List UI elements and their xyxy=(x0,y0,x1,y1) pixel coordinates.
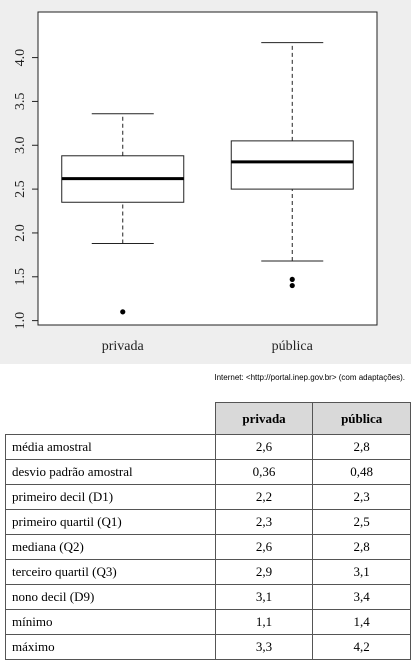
y-tick-label: 2.0 xyxy=(13,224,28,242)
table-cell: média amostral xyxy=(5,434,216,460)
table-cell: 2,3 xyxy=(214,509,314,535)
table-cell: 3,1 xyxy=(214,584,314,610)
table-cell: 2,6 xyxy=(214,534,314,560)
table-cell xyxy=(5,402,216,435)
table-cell: 2,8 xyxy=(312,434,411,460)
table-cell: 3,4 xyxy=(312,584,411,610)
table-cell: 3,3 xyxy=(214,634,314,660)
y-tick-label: 3.5 xyxy=(13,93,28,111)
y-tick-label: 2.5 xyxy=(13,180,28,198)
table-cell: desvio padrão amostral xyxy=(5,459,216,485)
stats-table: privada pública média amostral 2,6 2,8 desvio… xyxy=(5,402,411,660)
table-cell: privada xyxy=(214,402,314,435)
table-row: primeiro decil (D1) 2,2 2,3 xyxy=(5,484,411,510)
table-cell: 2,2 xyxy=(214,484,314,510)
table-cell: primeiro quartil (Q1) xyxy=(5,509,216,535)
table-cell: 1,1 xyxy=(214,609,314,635)
box xyxy=(230,140,354,190)
table-cell: pública xyxy=(312,402,411,435)
table-cell: 2,5 xyxy=(312,509,411,535)
table-cell: nono decil (D9) xyxy=(5,584,216,610)
table-row: nono decil (D9) 3,1 3,4 xyxy=(5,584,411,610)
table-cell: 2,6 xyxy=(214,434,314,460)
table-cell: 2,3 xyxy=(312,484,411,510)
table-row: máximo 3,3 4,2 xyxy=(5,634,411,660)
table-row: mínimo 1,1 1,4 xyxy=(5,609,411,635)
x-tick-label: privada xyxy=(102,339,145,354)
table-row: primeiro quartil (Q1) 2,3 2,5 xyxy=(5,509,411,535)
table-cell: 1,4 xyxy=(312,609,411,635)
table-cell: 0,48 xyxy=(312,459,411,485)
source-note: Internet: <http://portal.inep.gov.br> (c… xyxy=(214,373,405,382)
table-cell: 0,36 xyxy=(214,459,314,485)
table-cell: máximo xyxy=(5,634,216,660)
table-cell: mediana (Q2) xyxy=(5,534,216,560)
table-row: mediana (Q2) 2,6 2,8 xyxy=(5,534,411,560)
table-cell: 2,9 xyxy=(214,559,314,585)
y-tick-label: 3.0 xyxy=(13,137,28,155)
chart: 1.0 1.5 2.0 2.5 3.0 3.5 4.0 privada pública xyxy=(0,0,411,364)
table-row: terceiro quartil (Q3) 2,9 3,1 xyxy=(5,559,411,585)
outlier xyxy=(289,282,295,289)
table-cell: primeiro decil (D1) xyxy=(5,484,216,510)
table-cell: 2,8 xyxy=(312,534,411,560)
outlier xyxy=(120,309,126,315)
table-row: desvio padrão amostral 0,36 0,48 xyxy=(5,459,411,485)
table-cell: 3,1 xyxy=(312,559,411,585)
x-tick-label: pública xyxy=(272,339,314,354)
table-cell: terceiro quartil (Q3) xyxy=(5,559,216,585)
table-row: média amostral 2,6 2,8 xyxy=(5,434,411,460)
y-tick-label: 1.0 xyxy=(13,312,28,330)
table-cell: mínimo xyxy=(5,609,216,635)
outlier xyxy=(289,276,295,283)
table-row: privada pública xyxy=(5,402,411,435)
y-tick-label: 1.5 xyxy=(13,268,28,286)
y-tick-label: 4.0 xyxy=(13,49,28,66)
table-cell: 4,2 xyxy=(312,634,411,660)
